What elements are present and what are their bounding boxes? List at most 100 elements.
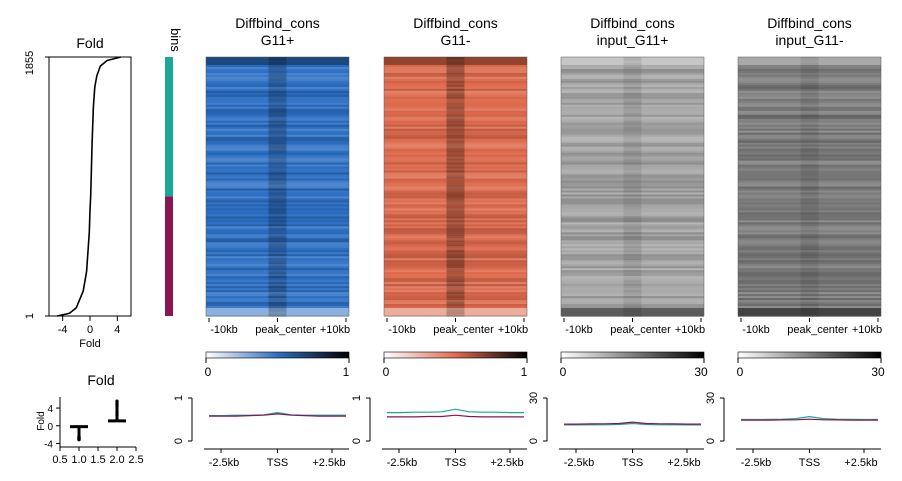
heatmap-center [446, 240, 465, 243]
heatmap-center [623, 302, 642, 305]
heatmap-xtick-label: +10kb [852, 324, 882, 336]
heatmap-center [623, 288, 642, 291]
heatmap-center [800, 64, 819, 68]
heatmap-center [623, 120, 642, 124]
heatmap-center [446, 260, 465, 263]
heatmap-xtick-label: +10kb [675, 324, 705, 336]
heatmap-center [268, 60, 287, 64]
heatmap-center [268, 272, 287, 275]
heatmap-center [800, 198, 819, 202]
heatmap-center [446, 234, 465, 237]
heatmap-center [800, 236, 819, 239]
heatmap-center [446, 140, 465, 144]
heatmap-center [446, 58, 465, 62]
heatmap-center [446, 76, 465, 80]
heatmap-center [623, 198, 642, 202]
heatmap-center [623, 116, 642, 120]
heatmap-center [446, 200, 465, 204]
heatmap-center [800, 272, 819, 275]
profile-xtick-label: -2.5kb [741, 457, 772, 469]
heatmap-center [800, 98, 819, 102]
heatmap-center [446, 244, 465, 247]
heatmap-xtick-label: peak_center [787, 324, 848, 336]
heatmap-xtick-label: -10kb [565, 324, 593, 336]
profile-xtick-label: TSS [622, 457, 643, 469]
heatmap-center [623, 152, 642, 156]
heatmap-xtick-label: -10kb [742, 324, 770, 336]
heatmap-center [446, 146, 465, 150]
profile-series-line [741, 418, 878, 421]
heatmap-center [446, 134, 465, 138]
heatmap-center [800, 84, 819, 88]
fold-bin-xtick-label: 2.0 [109, 454, 124, 466]
profile-series-line [209, 411, 346, 417]
heatmap-center [800, 244, 819, 247]
heatmap-center [446, 184, 465, 188]
heatmap-center [446, 198, 465, 202]
heatmap-center [268, 148, 287, 152]
heatmap-center [268, 284, 287, 287]
profile-xtick-label: +2.5kb [844, 457, 877, 469]
heatmap-center [268, 142, 287, 146]
heatmap-center [800, 202, 819, 206]
heatmap-body [384, 57, 527, 317]
heatmap-center [623, 310, 642, 313]
heatmap-center [623, 114, 642, 118]
profile-series-line [564, 421, 701, 425]
heatmap-center [623, 76, 642, 80]
profile-series-line [209, 413, 346, 417]
heatmap-center [268, 282, 287, 285]
fold-curve-xlabel: Fold [79, 338, 100, 350]
heatmap-center [623, 58, 642, 62]
heatmap-center [800, 122, 819, 126]
heatmap-center [268, 174, 287, 178]
heatmap-center [623, 292, 642, 295]
heatmap-title: Diffbind_cons [235, 15, 320, 31]
heatmap-center [623, 314, 642, 317]
heatmap-center [446, 68, 465, 72]
heatmap-center [446, 264, 465, 267]
heatmap-title: Diffbind_cons [767, 15, 852, 31]
profile-xtick-label: -2.5kb [387, 457, 418, 469]
heatmap-center [268, 264, 287, 267]
heatmap-center [800, 252, 819, 255]
heatmap-center [800, 158, 819, 162]
heatmap-center [623, 66, 642, 70]
profile-ytick-label: 30 [705, 392, 717, 404]
heatmap-center [446, 268, 465, 271]
heatmap-center [623, 150, 642, 154]
heatmap-center [268, 57, 287, 60]
heatmap-center [268, 118, 287, 122]
heatmap-center [268, 166, 287, 170]
heatmap-center [446, 158, 465, 162]
fold-bin-ytick-label: -4 [44, 439, 53, 450]
heatmap-center [623, 174, 642, 178]
heatmap-center [800, 74, 819, 78]
heatmap-center [623, 222, 642, 225]
heatmap-center [623, 216, 642, 219]
heatmap-center [268, 266, 287, 269]
heatmap-center [268, 244, 287, 247]
heatmap-center [800, 246, 819, 249]
heatmap-center [623, 170, 642, 174]
heatmap-center [800, 264, 819, 267]
heatmap-center [446, 66, 465, 70]
heatmap-center [446, 160, 465, 164]
profile-xtick-label: -2.5kb [209, 457, 240, 469]
heatmap-center [446, 144, 465, 148]
heatmap-center [623, 262, 642, 265]
heatmap-center [268, 310, 287, 313]
heatmap-center [800, 218, 819, 221]
heatmap-center [268, 128, 287, 132]
profile-ytick-label: 0 [705, 438, 717, 444]
heatmap-center [800, 238, 819, 241]
heatmap-center [800, 154, 819, 158]
heatmap-center [623, 100, 642, 104]
fold-curve-ytick-label: 1 [24, 313, 36, 319]
heatmap-center [268, 172, 287, 176]
heatmap-center [800, 190, 819, 194]
profile-series-line [387, 408, 524, 414]
heatmap-center [800, 228, 819, 231]
heatmap-center [800, 306, 819, 309]
heatmap-center [623, 106, 642, 110]
